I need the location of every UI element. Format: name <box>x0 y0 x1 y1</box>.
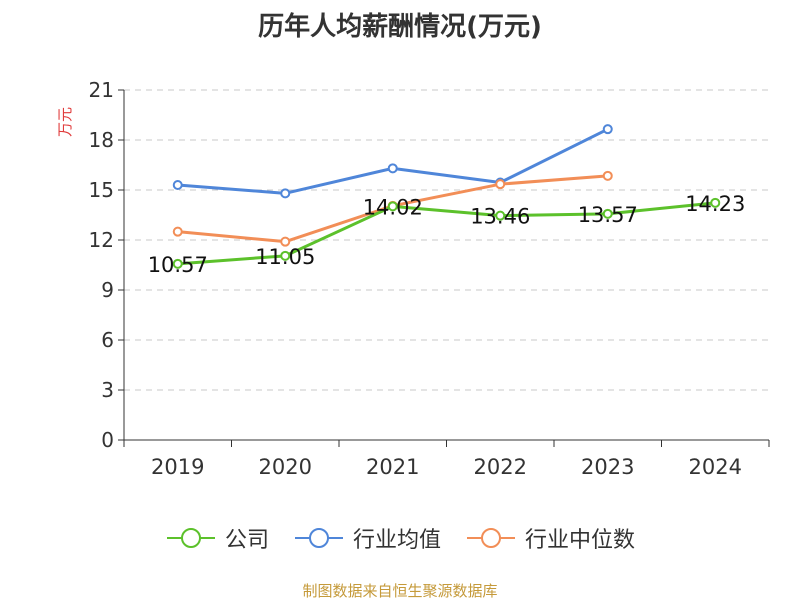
y-tick-label: 15 <box>89 178 114 202</box>
x-tick-label: 2021 <box>366 455 419 479</box>
y-tick-label: 0 <box>101 428 114 452</box>
x-tick-label: 2024 <box>689 455 742 479</box>
legend-item[interactable]: 公司 <box>165 522 269 554</box>
data-point <box>495 179 506 190</box>
legend-label: 行业均值 <box>352 528 441 553</box>
y-tick-label: 18 <box>89 128 114 152</box>
y-tick-label: 21 <box>89 78 114 102</box>
data-label: 10.57 <box>148 253 208 277</box>
x-tick-label: 2023 <box>581 455 634 479</box>
data-point <box>602 208 613 219</box>
source-note: 制图数据来自恒生聚源数据库 <box>302 582 498 600</box>
data-point <box>280 188 291 199</box>
data-point <box>602 170 613 181</box>
y-tick-label: 9 <box>101 278 114 302</box>
data-point <box>710 197 721 208</box>
data-label: 13.46 <box>470 205 530 229</box>
data-point <box>172 226 183 237</box>
data-point <box>172 258 183 269</box>
data-point <box>602 124 613 135</box>
data-point <box>387 201 398 212</box>
data-label: 11.05 <box>255 245 315 269</box>
data-point <box>387 163 398 174</box>
legend-swatch <box>294 528 343 548</box>
y-tick-label: 3 <box>101 378 114 402</box>
legend: 公司 行业均值 行业中位数 <box>0 518 800 558</box>
data-label: 14.02 <box>363 195 423 219</box>
data-point <box>280 250 291 261</box>
legend-label: 公司 <box>224 528 269 553</box>
x-tick-label: 2022 <box>474 455 527 479</box>
y-tick-label: 6 <box>101 328 114 352</box>
data-label: 14.23 <box>685 192 745 216</box>
data-point <box>280 236 291 247</box>
data-point <box>172 180 183 190</box>
legend-item[interactable]: 行业均值 <box>293 522 441 554</box>
data-point <box>495 210 506 221</box>
legend-item[interactable]: 行业中位数 <box>465 522 635 554</box>
data-label: 13.57 <box>578 203 638 227</box>
legend-swatch <box>467 528 515 548</box>
y-tick-label: 12 <box>89 228 114 252</box>
series-line <box>177 127 609 195</box>
y-axis-label: 万元 <box>56 107 74 137</box>
series-line <box>177 201 716 266</box>
legend-swatch <box>166 528 215 548</box>
x-tick-label: 2020 <box>259 455 312 479</box>
chart-title: 历年人均薪酬情况(万元) <box>258 12 542 42</box>
legend-label: 行业中位数 <box>525 528 636 553</box>
x-tick-label: 2019 <box>151 455 204 479</box>
